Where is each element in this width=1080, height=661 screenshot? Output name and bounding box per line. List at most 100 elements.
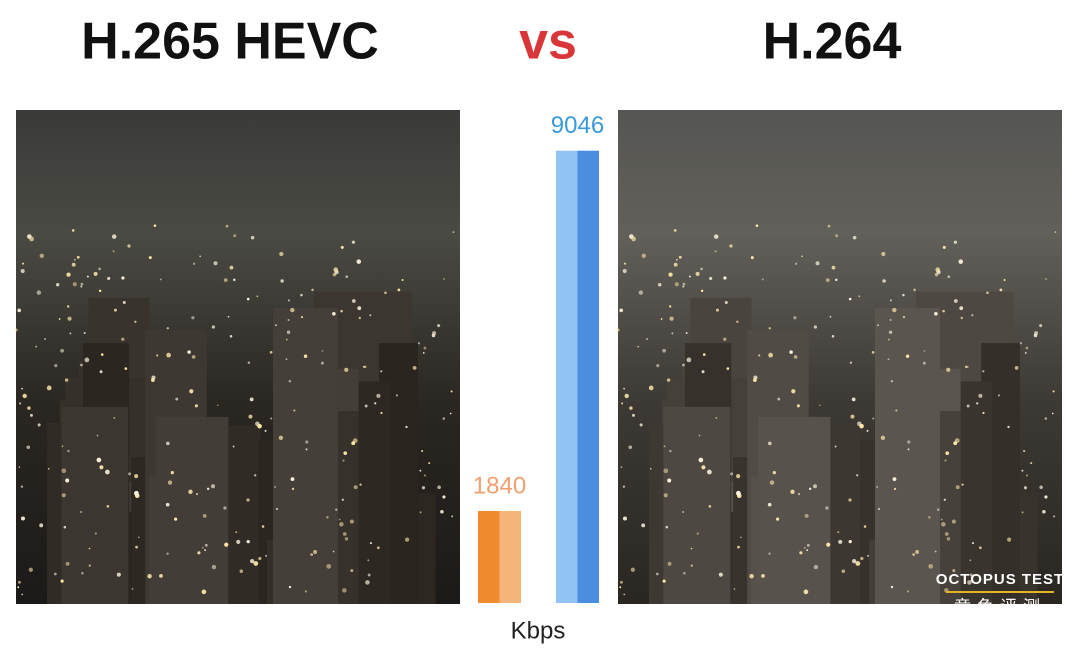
city-light [890, 585, 894, 589]
city-light [28, 567, 33, 572]
city-light [39, 523, 44, 528]
city-light [442, 495, 446, 499]
city-light [223, 506, 227, 510]
city-light [188, 489, 193, 494]
city-light [673, 229, 677, 232]
city-light [274, 486, 277, 488]
city-light [14, 328, 18, 332]
city-light [982, 411, 985, 415]
city-light [663, 468, 669, 474]
city-light [907, 440, 911, 444]
city-light [944, 459, 947, 462]
city-light [395, 394, 398, 397]
city-light [698, 434, 701, 437]
city-light [971, 314, 974, 317]
city-light [768, 441, 772, 446]
city-light [99, 370, 103, 374]
city-light [641, 253, 647, 258]
city-light [1030, 462, 1033, 465]
city-light [67, 316, 72, 321]
city-light [982, 370, 985, 373]
city-light [656, 364, 660, 368]
city-light [236, 539, 241, 544]
city-light [685, 331, 688, 335]
city-light [793, 316, 797, 320]
title-vs: vs [519, 13, 577, 71]
city-light [44, 338, 46, 340]
city-light [881, 251, 886, 257]
city-light [239, 569, 244, 573]
city-light [191, 355, 196, 359]
city-light [715, 308, 719, 312]
city-light [21, 262, 25, 265]
city-light [204, 549, 207, 552]
city-light [688, 275, 691, 278]
city-light [344, 367, 349, 372]
city-light [105, 469, 110, 475]
city-light [676, 258, 678, 261]
city-light [953, 441, 958, 446]
city-light [1051, 412, 1054, 415]
city-light [856, 474, 859, 477]
city-light [913, 288, 916, 292]
city-light [702, 353, 706, 356]
city-light [305, 440, 309, 444]
city-light [276, 507, 279, 510]
city-light [285, 338, 288, 341]
city-light [67, 449, 70, 453]
city-light [290, 307, 295, 313]
city-light [71, 229, 75, 232]
city-light [761, 278, 764, 281]
city-light [953, 240, 957, 244]
city-light [65, 478, 70, 483]
city-light [440, 509, 444, 514]
city-light [21, 593, 24, 596]
city-light [122, 301, 126, 304]
city-light [808, 487, 812, 491]
city-light [947, 275, 951, 279]
city-light [151, 378, 155, 382]
city-light [342, 588, 347, 593]
city-light [877, 324, 879, 327]
city-light [616, 328, 620, 332]
city-light [733, 588, 736, 590]
city-light [902, 293, 905, 297]
city-light [887, 338, 890, 341]
city-light [134, 490, 139, 496]
city-light [769, 480, 775, 485]
city-light [999, 288, 1003, 292]
city-light [622, 485, 626, 488]
building [960, 381, 993, 604]
city-light [723, 276, 727, 280]
city-light [1042, 509, 1046, 514]
city-light [624, 393, 629, 399]
city-light [417, 342, 421, 345]
city-light [724, 301, 728, 304]
city-light [332, 272, 337, 277]
city-light [364, 404, 368, 408]
city-light [850, 414, 855, 419]
city-light [94, 532, 97, 535]
city-light [22, 393, 27, 399]
city-light [18, 466, 21, 468]
city-light [890, 379, 894, 383]
city-light [934, 272, 939, 277]
city-light [246, 540, 250, 544]
city-light [736, 474, 741, 479]
city-light [713, 234, 719, 239]
city-light [193, 262, 196, 265]
city-light [648, 385, 654, 391]
city-light [66, 305, 70, 308]
city-light [71, 262, 76, 267]
city-light [663, 493, 668, 498]
city-light [246, 498, 250, 502]
city-light [1014, 366, 1019, 370]
city-light [61, 493, 66, 498]
city-light [986, 291, 989, 295]
city-light [342, 532, 347, 536]
city-light [310, 553, 314, 556]
city-light [195, 492, 199, 496]
city-light [880, 435, 886, 440]
city-light [20, 268, 25, 274]
city-light [264, 429, 267, 432]
